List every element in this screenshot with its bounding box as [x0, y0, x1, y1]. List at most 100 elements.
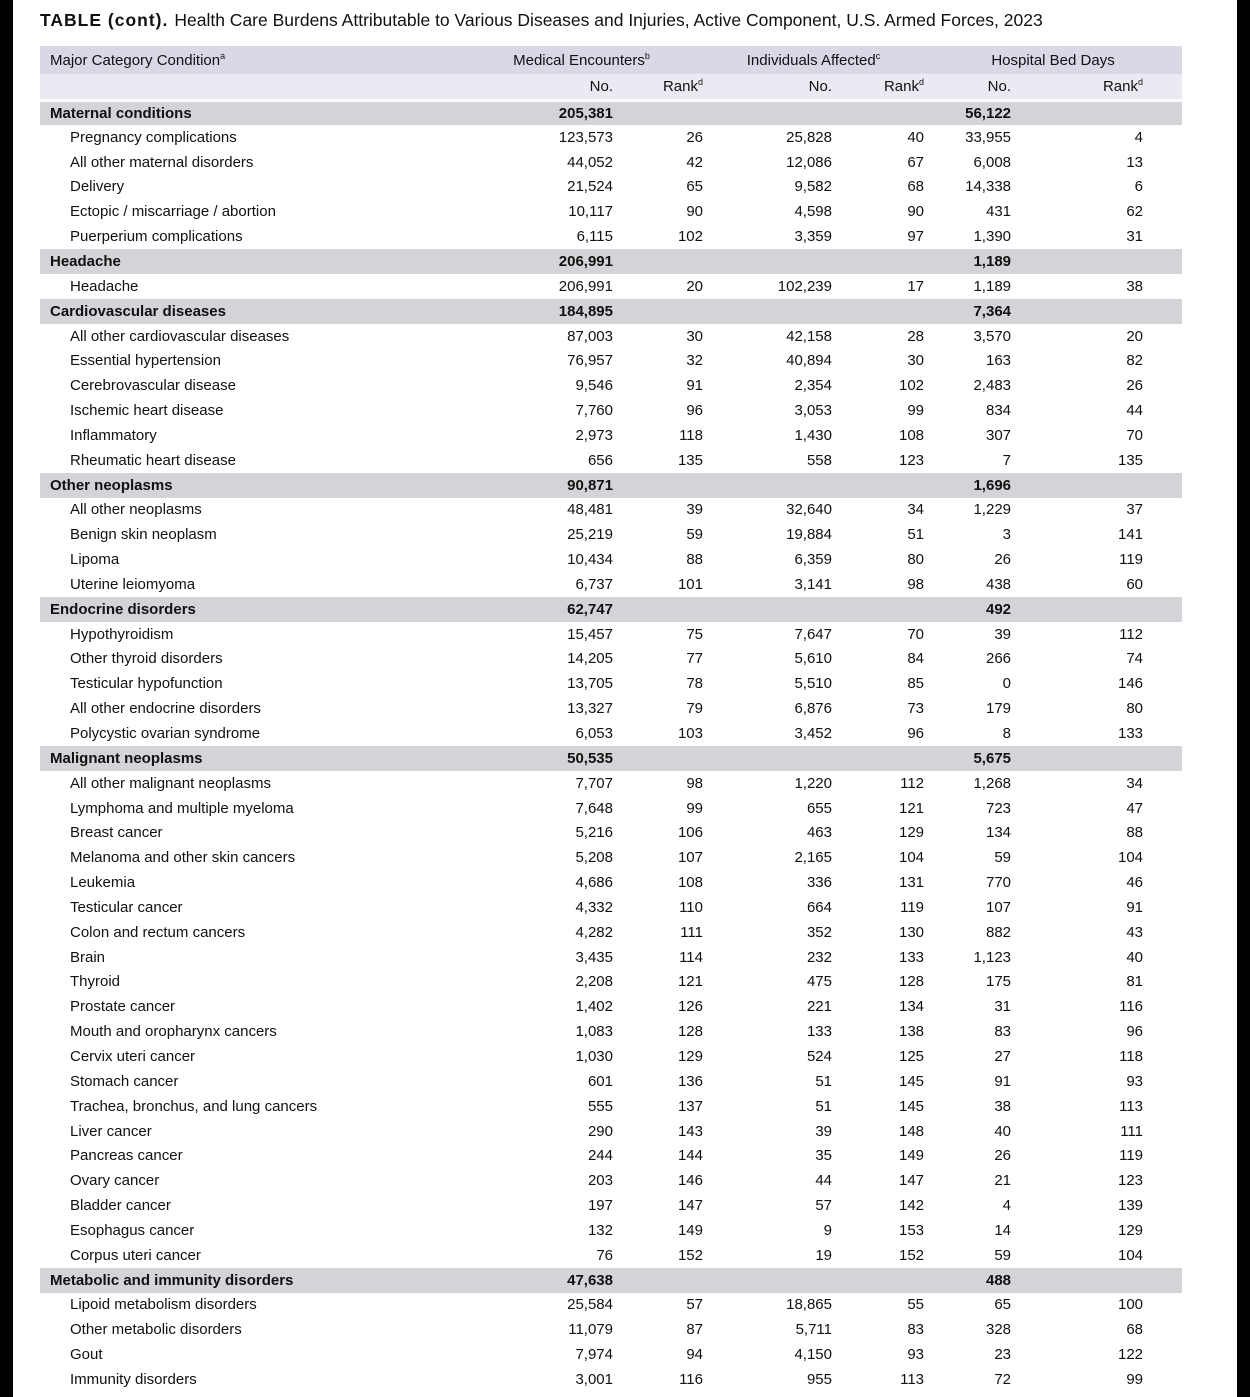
individuals-affected-rank-cell: 108 — [898, 426, 925, 444]
table-row: Pregnancy complications 123,573 26 25,82… — [40, 125, 1182, 150]
table-row: Colon and rectum cancers 4,282 111 352 1… — [40, 920, 1182, 945]
medical-encounters-rank-cell: 146 — [677, 1172, 703, 1190]
hospital-bed-days-rank-cell: 13 — [1126, 153, 1144, 171]
condition-cell: All other malignant neoplasms — [70, 774, 271, 792]
individuals-affected-no-cell: 18,865 — [786, 1296, 832, 1314]
hospital-bed-days-no-cell: 6,008 — [973, 153, 1012, 171]
individuals-affected-rank-cell: 40 — [907, 128, 925, 146]
hospital-bed-days-no-cell: 23 — [994, 1346, 1012, 1364]
hospital-bed-days-no-cell: 723 — [985, 799, 1012, 817]
medical-encounters-no-cell: 13,327 — [567, 700, 613, 718]
medical-encounters-rank-cell: 126 — [677, 998, 703, 1016]
hospital-bed-days-no-cell: 14 — [994, 1221, 1012, 1239]
hospital-bed-days-no-cell: 431 — [985, 203, 1012, 221]
medical-encounters-rank-cell: 111 — [680, 923, 703, 941]
table-row: Stomach cancer 601 136 51 145 91 93 — [40, 1069, 1182, 1094]
hospital-bed-days-rank-cell: 99 — [1126, 1370, 1144, 1388]
table-row: Inflammatory 2,973 118 1,430 108 307 70 — [40, 423, 1182, 448]
hospital-bed-days-rank-cell: 40 — [1126, 948, 1144, 966]
hospital-bed-days-rank-cell: 112 — [1119, 625, 1144, 643]
individuals-affected-rank-cell: 85 — [907, 675, 925, 693]
hospital-bed-days-no-cell: 175 — [985, 973, 1012, 991]
condition-cell: Pancreas cancer — [70, 1147, 183, 1165]
condition-cell: Prostate cancer — [70, 998, 176, 1016]
table-row: Trachea, bronchus, and lung cancers 555 … — [40, 1094, 1182, 1119]
table-row: Headache 206,991 20 102,239 17 1,189 38 — [40, 274, 1182, 299]
individuals-affected-no-cell: 3,053 — [794, 402, 832, 420]
condition-cell: All other neoplasms — [70, 501, 202, 519]
hospital-bed-days-rank-cell — [1050, 249, 1183, 274]
hospital-bed-days-no-cell: 91 — [994, 1072, 1012, 1090]
hospital-bed-days-no-cell: 1,390 — [973, 228, 1012, 246]
subheader-ia-rank: Rankd — [832, 74, 925, 102]
hospital-bed-days-no-cell: 1,189 — [924, 249, 1051, 274]
condition-cell: Cervix uteri cancer — [70, 1047, 196, 1065]
medical-encounters-no-cell: 5,208 — [575, 849, 613, 867]
table-body: Maternal conditions 205,381 56,122 Pregn… — [40, 100, 1183, 1392]
hospital-bed-days-rank-cell: 81 — [1126, 973, 1144, 991]
individuals-affected-no-cell: 12,086 — [786, 153, 832, 171]
individuals-affected-no-cell: 475 — [806, 973, 832, 991]
table-row: Other neoplasms 90,871 1,696 — [40, 472, 1183, 498]
condition-cell: Other thyroid disorders — [70, 650, 223, 668]
individuals-affected-rank-cell — [832, 745, 925, 771]
condition-cell: Mouth and oropharynx cancers — [70, 1023, 277, 1041]
individuals-affected-rank-cell: 152 — [898, 1246, 925, 1264]
condition-cell: Esophagus cancer — [70, 1221, 195, 1239]
table-row: Liver cancer 290 143 39 148 40 111 — [40, 1119, 1182, 1144]
group-header-individuals-affected: Individuals Affectedc — [703, 46, 925, 74]
medical-encounters-rank-cell: 26 — [686, 128, 703, 146]
medical-encounters-rank-cell: 42 — [686, 153, 703, 171]
medical-encounters-rank-cell: 147 — [677, 1197, 703, 1215]
individuals-affected-rank-cell: 119 — [900, 898, 925, 916]
table-row: Endocrine disorders 62,747 492 — [40, 596, 1183, 622]
medical-encounters-no-cell: 197 — [587, 1197, 613, 1215]
medical-encounters-rank-cell — [613, 100, 703, 125]
table-row: Rheumatic heart disease 656 135 558 123 … — [40, 448, 1182, 473]
medical-encounters-rank-cell: 152 — [677, 1246, 703, 1264]
condition-cell: Thyroid — [70, 973, 121, 991]
medical-encounters-no-cell: 2,973 — [575, 426, 613, 444]
medical-encounters-rank-cell: 114 — [679, 948, 703, 966]
individuals-affected-rank-cell — [832, 298, 925, 324]
condition-cell: Other metabolic disorders — [70, 1321, 242, 1339]
hospital-bed-days-no-cell: 1,229 — [973, 501, 1012, 519]
table-row: Other metabolic disorders 11,079 87 5,71… — [40, 1317, 1182, 1342]
medical-encounters-rank-cell: 144 — [677, 1147, 703, 1165]
table-row: Maternal conditions 205,381 56,122 — [40, 100, 1183, 125]
medical-encounters-no-cell: 13,705 — [567, 675, 613, 693]
hospital-bed-days-no-cell: 0 — [1002, 675, 1012, 693]
condition-cell: Cardiovascular diseases — [40, 298, 460, 324]
individuals-affected-rank-cell: 125 — [898, 1047, 925, 1065]
hospital-bed-days-rank-cell: 44 — [1126, 402, 1144, 420]
condition-cell: Malignant neoplasms — [40, 745, 460, 771]
hospital-bed-days-no-cell: 65 — [994, 1296, 1012, 1314]
individuals-affected-rank-cell: 134 — [898, 998, 925, 1016]
medical-encounters-rank-cell: 75 — [686, 625, 703, 643]
table-row: Other thyroid disorders 14,205 77 5,610 … — [40, 647, 1182, 672]
medical-encounters-rank-cell: 136 — [677, 1072, 703, 1090]
condition-cell: Trachea, bronchus, and lung cancers — [70, 1097, 318, 1115]
medical-encounters-no-cell: 205,381 — [460, 100, 613, 125]
table-row: Mouth and oropharynx cancers 1,083 128 1… — [40, 1019, 1182, 1044]
individuals-affected-no-cell — [703, 596, 832, 622]
medical-encounters-no-cell: 25,584 — [567, 1296, 613, 1314]
condition-cell: Headache — [70, 277, 139, 295]
hospital-bed-days-rank-cell: 91 — [1126, 898, 1144, 916]
hospital-bed-days-no-cell: 266 — [985, 650, 1012, 668]
hospital-bed-days-rank-cell: 122 — [1117, 1346, 1144, 1364]
group-header-hospital-bed-days: Hospital Bed Days — [924, 46, 1183, 74]
hospital-bed-days-rank-cell: 141 — [1117, 526, 1144, 544]
table-row: Prostate cancer 1,402 126 221 134 31 116 — [40, 994, 1182, 1019]
medical-encounters-no-cell: 7,760 — [575, 402, 613, 420]
table-row: Metabolic and immunity disorders 47,638 … — [40, 1267, 1183, 1293]
individuals-affected-rank-cell: 145 — [898, 1097, 925, 1115]
hospital-bed-days-no-cell: 3 — [1002, 526, 1012, 544]
hospital-bed-days-no-cell: 26 — [994, 1147, 1012, 1165]
condition-cell: Breast cancer — [70, 824, 163, 842]
hospital-bed-days-rank-cell — [1050, 298, 1183, 324]
medical-encounters-no-cell: 656 — [587, 451, 613, 469]
condition-cell: Lipoma — [70, 551, 120, 569]
medical-encounters-rank-cell: 108 — [677, 874, 703, 892]
condition-cell: Hypothyroidism — [70, 625, 174, 643]
